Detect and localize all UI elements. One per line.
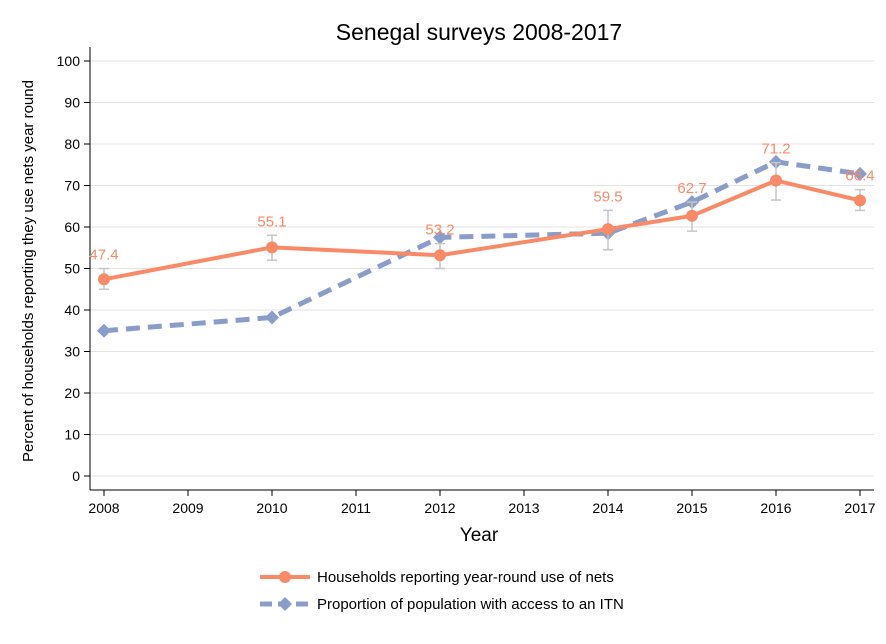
y-tick-label: 100 <box>57 53 81 69</box>
x-tick-label: 2012 <box>424 500 455 516</box>
legend-marker-year-round-use <box>279 571 291 583</box>
data-label: 55.1 <box>257 213 286 230</box>
series <box>97 154 867 338</box>
legend-label-itn-access: Proportion of population with access to … <box>317 596 624 613</box>
x-tick-label: 2014 <box>592 500 623 516</box>
y-tick-label: 20 <box>64 385 80 401</box>
gridlines <box>90 60 874 477</box>
x-tick-label: 2017 <box>844 500 875 516</box>
itn-access-line <box>103 159 861 334</box>
data-label: 62.7 <box>677 180 706 197</box>
data-label: 71.2 <box>761 141 790 158</box>
data-label: 66.4 <box>845 168 874 185</box>
year-round-use-marker <box>98 273 110 286</box>
y-axis-title: Percent of households reporting they use… <box>20 80 37 462</box>
y-tick-label: 80 <box>64 136 80 152</box>
itn-access-marker <box>265 310 279 325</box>
year-round-use-marker <box>602 223 614 236</box>
x-tick-label: 2010 <box>256 500 287 516</box>
year-round-use-marker <box>434 249 446 262</box>
data-label: 47.4 <box>89 247 118 264</box>
axes: 0 10 20 30 40 50 60 70 80 90 100 2008 2009 2010 2011 20… <box>57 47 876 516</box>
data-label: 53.2 <box>425 222 454 239</box>
year-round-use-line <box>103 178 861 282</box>
legend: Households reporting year-round use of n… <box>260 569 624 613</box>
x-tick-label: 2015 <box>676 500 707 516</box>
itn-access-marker <box>97 323 111 338</box>
year-round-use-marker <box>854 194 866 207</box>
year-round-use-marker <box>686 209 698 222</box>
legend-marker-itn-access <box>278 597 292 611</box>
x-tick-label: 2008 <box>88 500 119 516</box>
y-tick-label: 10 <box>64 427 80 443</box>
legend-label-year-round-use: Households reporting year-round use of n… <box>317 569 614 586</box>
y-tick-label: 70 <box>64 178 80 194</box>
data-label: 59.5 <box>593 188 622 205</box>
y-tick-label: 0 <box>72 468 80 484</box>
chart-title: Senegal surveys 2008-2017 <box>336 19 622 45</box>
y-tick-label: 30 <box>64 344 80 360</box>
y-tick-label: 50 <box>64 261 80 277</box>
year-round-use-marker <box>266 241 278 254</box>
x-tick-label: 2011 <box>341 500 371 516</box>
x-tick-label: 2016 <box>760 500 791 516</box>
y-tick-label: 90 <box>64 95 80 111</box>
x-tick-label: 2013 <box>508 500 539 516</box>
itn-access-marker <box>433 230 447 245</box>
y-tick-label: 60 <box>64 219 80 235</box>
year-round-use-marker <box>770 174 782 187</box>
x-tick-label: 2009 <box>172 500 203 516</box>
itn-access-marker <box>769 154 783 169</box>
y-tick-label: 40 <box>64 302 80 318</box>
data-labels: 47.4 55.1 53.2 59.5 62.7 71.2 66.4 <box>89 141 874 264</box>
itn-access-marker <box>853 166 867 181</box>
x-axis-title: Year <box>460 525 499 546</box>
